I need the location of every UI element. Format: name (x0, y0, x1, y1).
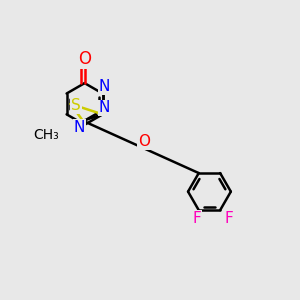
Text: CH₃: CH₃ (34, 128, 59, 142)
Text: S: S (71, 98, 81, 113)
Text: O: O (138, 134, 150, 149)
Text: O: O (78, 50, 91, 68)
Text: F: F (193, 211, 202, 226)
Text: N: N (98, 100, 110, 115)
Text: N: N (74, 120, 85, 135)
Text: N: N (98, 80, 110, 94)
Text: F: F (224, 211, 233, 226)
